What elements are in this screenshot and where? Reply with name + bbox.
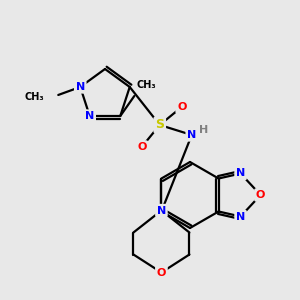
Text: N: N — [187, 130, 196, 140]
Text: N: N — [76, 82, 85, 92]
Text: N: N — [236, 169, 245, 178]
Text: O: O — [177, 102, 186, 112]
Text: CH₃: CH₃ — [25, 92, 44, 102]
Text: N: N — [85, 111, 94, 121]
Text: N: N — [157, 206, 166, 215]
Text: O: O — [137, 142, 146, 152]
Text: S: S — [155, 118, 164, 131]
Text: CH₃: CH₃ — [136, 80, 156, 90]
Text: H: H — [199, 125, 208, 135]
Text: O: O — [157, 268, 166, 278]
Text: O: O — [256, 190, 265, 200]
Text: N: N — [236, 212, 245, 221]
